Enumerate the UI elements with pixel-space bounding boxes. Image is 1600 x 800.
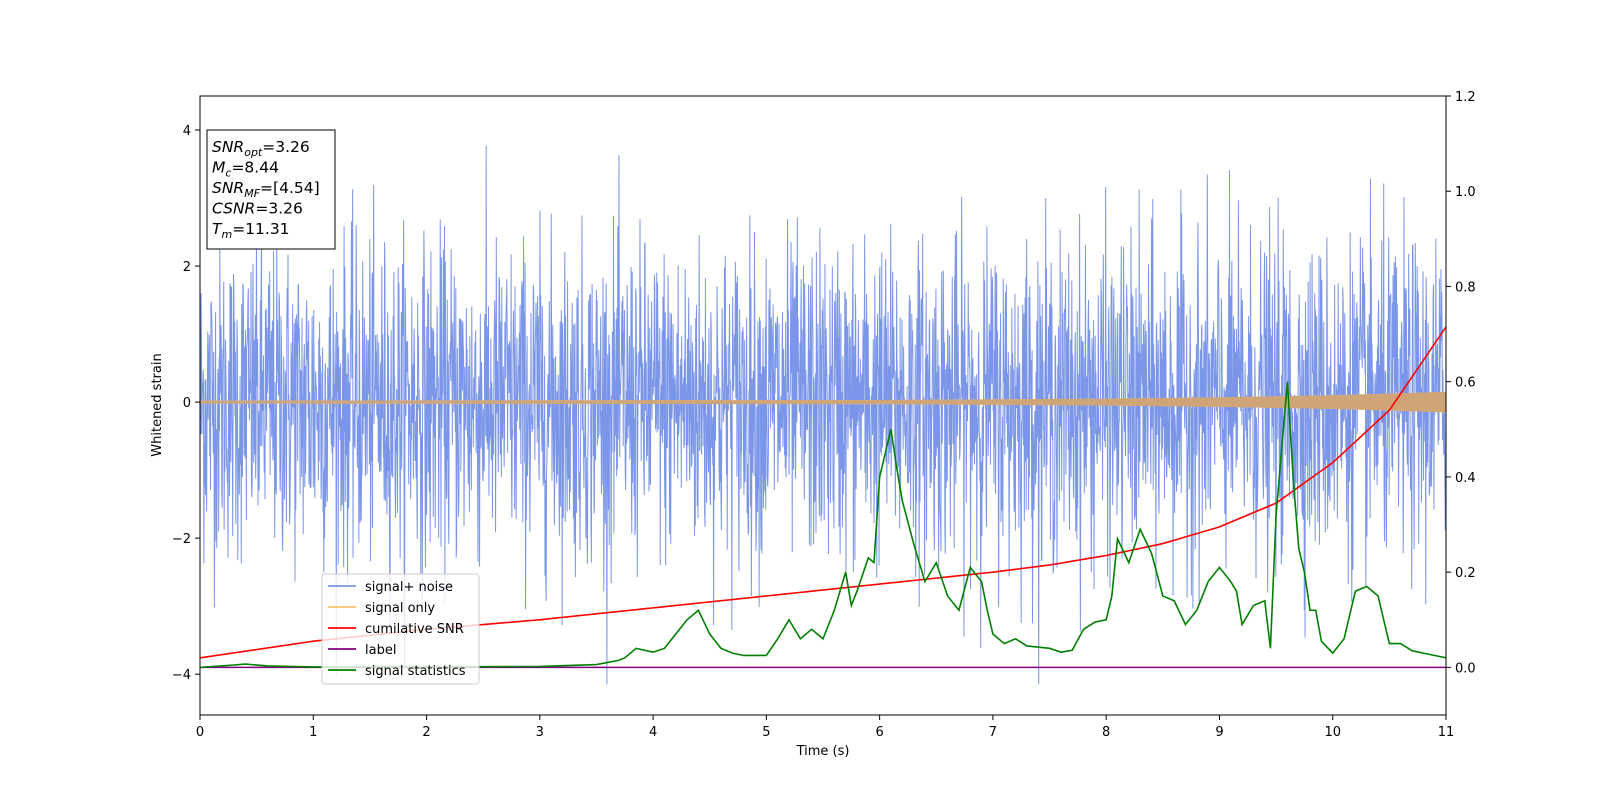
x-tick-label: 1 [309,725,317,740]
y-tick-label: −4 [172,668,191,683]
legend-frame [321,573,480,685]
info-line: Mc=8.44 [212,159,279,180]
x-tick-label: 9 [1215,725,1223,740]
legend-entry-label: signal only [365,601,435,616]
x-tick-label: 8 [1102,725,1110,740]
plot-frame [199,95,1447,716]
x-axis-label: Time (s) [796,744,850,759]
series-signal-only-envelope [200,391,1446,413]
x-tick-label: 5 [762,725,770,740]
legend-entry-label: signal+ noise [365,580,453,595]
y-tick-label: −2 [172,532,191,547]
x-tick-label: 3 [536,725,544,740]
y2-tick-label: 0.8 [1455,280,1476,295]
y-axis-label: Whitened strain [150,353,165,456]
axes: 0 1 2 3 4 5 6 7 8 9 10 11 −4 −2 0 2 4 0.0 0.2 0.4 0.6 0.8 1.0 1… [172,90,1476,740]
y-tick-label: 4 [183,124,191,139]
info-line: CSNR=3.26 [212,200,303,218]
y2-tick-label: 0.4 [1455,471,1476,486]
info-line: SNRopt=3.26 [212,138,310,159]
y2-tick-label: 1.2 [1455,90,1476,105]
series-signal-noise-line [200,145,1446,685]
y-tick-label: 2 [183,260,191,275]
legend-entry-label: cumilative SNR [365,622,464,637]
y-tick-label: 0 [183,396,191,411]
info-line: Tm=11.31 [212,220,290,241]
y2-tick-label: 0.2 [1455,566,1476,581]
y2-tick-label: 0.0 [1455,661,1476,676]
x-tick-label: 10 [1324,725,1341,740]
legend-entry-label: signal statistics [365,664,466,679]
legend: signal+ noise signal only cumilative SNR la… [321,573,480,685]
info-box-frame [206,129,336,250]
y2-tick-label: 0.6 [1455,376,1476,391]
series-signal-statistics-line [200,381,1446,669]
x-tick-label: 0 [196,725,204,740]
x-tick-label: 6 [875,725,883,740]
y2-tick-label: 1.0 [1455,185,1476,200]
info-line: SNRMF=[4.54] [212,179,320,200]
x-tick-label: 4 [649,725,657,740]
legend-entry-label: label [365,643,396,658]
x-tick-label: 11 [1438,725,1455,740]
x-tick-label: 2 [422,725,430,740]
x-tick-label: 7 [989,725,997,740]
